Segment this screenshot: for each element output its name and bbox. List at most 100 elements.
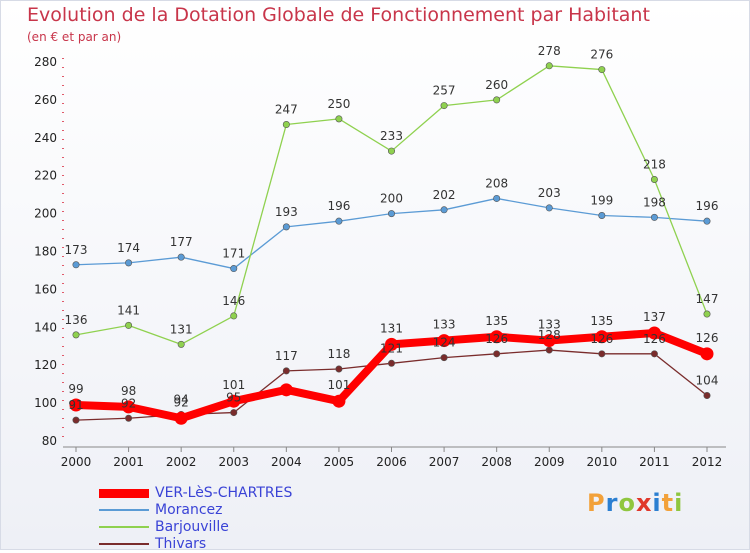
data-point <box>230 409 238 417</box>
data-label: 174 <box>117 241 140 255</box>
data-label: 218 <box>643 157 666 171</box>
data-label: 208 <box>485 176 508 190</box>
data-label: 126 <box>590 332 613 346</box>
data-point <box>598 211 606 219</box>
data-point <box>335 115 343 123</box>
data-point <box>700 347 714 361</box>
data-label: 202 <box>433 188 456 202</box>
data-point <box>230 312 238 320</box>
data-point <box>72 416 80 424</box>
logo-letter: x <box>635 489 653 517</box>
data-point <box>703 392 711 400</box>
legend-label: Barjouville <box>155 519 229 535</box>
data-point <box>650 350 658 358</box>
data-point <box>598 350 606 358</box>
data-point <box>703 217 711 225</box>
x-tick-label: 2008 <box>481 455 512 469</box>
data-point <box>598 66 606 74</box>
data-label: 133 <box>433 318 456 332</box>
data-point <box>595 330 609 344</box>
data-label: 250 <box>327 97 350 111</box>
data-point <box>490 330 504 344</box>
x-tick-label: 2011 <box>639 455 670 469</box>
data-label: 92 <box>121 396 136 410</box>
data-label: 131 <box>170 322 193 336</box>
data-point <box>493 350 501 358</box>
data-label: 104 <box>696 374 719 388</box>
y-tick-label: 180 <box>34 245 57 259</box>
y-tick-label: 140 <box>34 320 57 334</box>
data-label: 247 <box>275 103 298 117</box>
data-point <box>545 346 553 354</box>
x-tick-label: 2006 <box>376 455 407 469</box>
data-label: 136 <box>65 313 88 327</box>
data-label: 196 <box>327 199 350 213</box>
data-point <box>440 354 448 362</box>
data-point <box>703 310 711 318</box>
data-label: 99 <box>68 382 83 396</box>
logo-letter: P <box>587 489 606 517</box>
data-point <box>282 121 290 129</box>
data-label: 177 <box>170 235 193 249</box>
data-point <box>282 367 290 375</box>
x-tick-label: 2004 <box>271 455 302 469</box>
data-label: 133 <box>538 318 561 332</box>
data-label: 200 <box>380 192 403 206</box>
data-point <box>125 414 133 422</box>
logo-letter: i <box>652 489 662 517</box>
data-label: 124 <box>433 336 456 350</box>
series-labels: 173 174 177 171 193 196 200 202 208 203 199 198 196 1… <box>65 44 719 412</box>
x-tick-label: 2010 <box>587 455 618 469</box>
data-point <box>545 62 553 70</box>
x-tick-label: 2005 <box>324 455 355 469</box>
data-label: 173 <box>65 243 88 257</box>
y-tick-label: 240 <box>34 131 57 145</box>
data-label: 137 <box>643 310 666 324</box>
y-tick-label: 120 <box>34 358 57 372</box>
data-point <box>125 321 133 329</box>
data-label: 126 <box>696 331 719 345</box>
legend-swatch <box>99 488 149 498</box>
data-label: 233 <box>380 129 403 143</box>
data-label: 276 <box>590 48 613 62</box>
data-label: 94 <box>174 392 189 406</box>
data-point <box>545 204 553 212</box>
data-label: 278 <box>538 44 561 58</box>
x-tick-label: 2002 <box>166 455 197 469</box>
logo-letter: t <box>661 489 675 517</box>
data-label: 128 <box>538 328 561 342</box>
y-tick-label: 100 <box>34 396 57 410</box>
data-label: 196 <box>696 199 719 213</box>
data-label: 135 <box>485 314 508 328</box>
data-label: 92 <box>174 395 189 409</box>
data-label: 203 <box>538 186 561 200</box>
y-tick-label: 80 <box>42 434 57 448</box>
data-point <box>385 337 398 351</box>
data-point <box>437 334 451 348</box>
data-point <box>335 365 343 373</box>
data-label: 260 <box>485 78 508 92</box>
x-tick-label: 2012 <box>692 455 723 469</box>
data-label: 146 <box>222 294 245 308</box>
data-label: 131 <box>380 321 403 335</box>
data-point <box>72 261 80 269</box>
y-tick-label: 220 <box>34 169 57 183</box>
legend-swatch <box>99 509 149 511</box>
x-tick-label: 2007 <box>429 455 460 469</box>
chart-title: Evolution de la Dotation Globale de Fonc… <box>27 4 650 26</box>
x-tick-label: 2000 <box>61 455 92 469</box>
data-label: 118 <box>327 347 350 361</box>
data-point <box>72 331 80 339</box>
logo-letter: o <box>618 489 636 517</box>
data-label: 117 <box>275 349 298 363</box>
data-label: 171 <box>222 247 245 261</box>
legend-swatch <box>99 526 149 528</box>
data-point <box>177 340 185 348</box>
logo-letter: i <box>674 489 684 517</box>
data-point <box>440 102 448 110</box>
data-point <box>122 400 136 414</box>
series-points <box>69 62 714 425</box>
